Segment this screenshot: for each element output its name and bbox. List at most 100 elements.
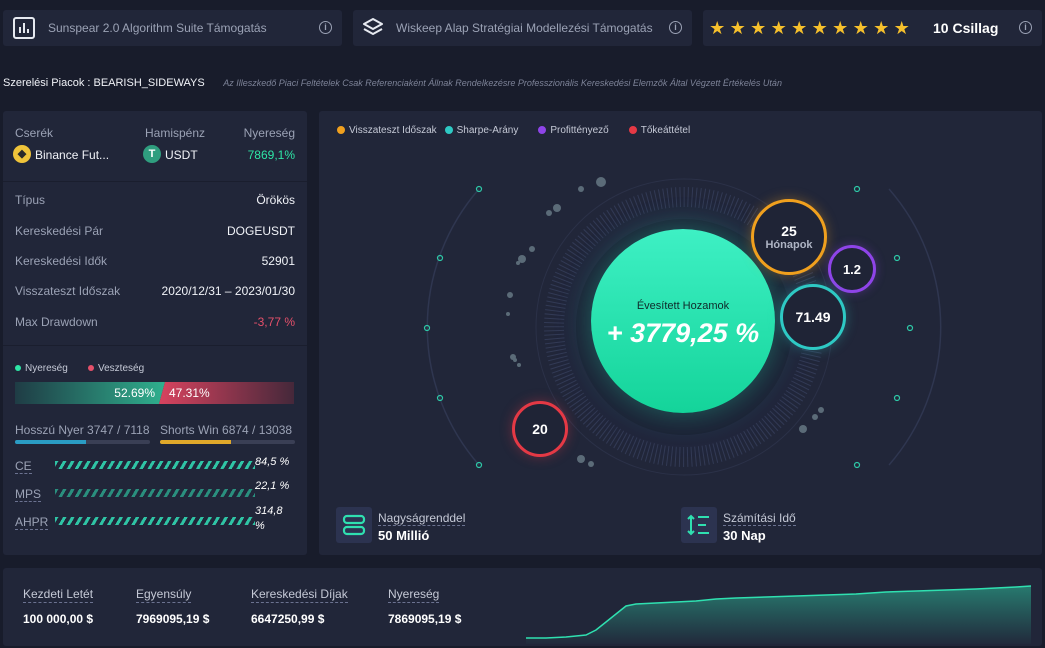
type-value: Örökös (256, 193, 295, 207)
base-currency-label: Hamispénz (145, 126, 206, 140)
star-icon: ★ (709, 18, 726, 38)
leverage-bubble[interactable]: 20 (512, 401, 568, 457)
trading-fees-value: 6647250,99 $ (251, 612, 325, 626)
sharpe-ratio-bubble[interactable]: 71.49 (780, 284, 846, 350)
star-icon: ★ (811, 18, 828, 38)
backtest-period-value: 2020/12/31 – 2023/01/30 (161, 284, 295, 298)
exchange-label: Cserék (15, 126, 54, 140)
info-icon[interactable]: i (319, 21, 332, 34)
legend-profit-factor: Profittényező (538, 125, 609, 136)
leverage-value: 20 (532, 421, 548, 437)
net-profit-value: 7869095,19 $ (388, 612, 462, 626)
equity-curve-sparkline (526, 585, 1032, 644)
trade-count-value: 52901 (261, 254, 295, 268)
base-currency-value: USDT (165, 148, 198, 162)
info-icon[interactable]: i (1019, 21, 1032, 34)
mps-label: MPS (15, 487, 42, 502)
annualized-return-title: Évesített Hozamok (636, 300, 730, 312)
legend-label: Visszateszt Időszak (349, 125, 437, 136)
bubble-legend: Visszateszt Időszak Sharpe-Arány Profitt… (337, 125, 690, 136)
win-percent: 52.69% (114, 386, 155, 400)
annualized-return-circle: Évesített Hozamok + 3779,25 % (591, 229, 775, 413)
market-banner: Szerelési Piacok : BEARISH_SIDEWAYS Az I… (3, 73, 1043, 89)
loss-legend-label: Veszteség (98, 363, 145, 374)
sharpe-ratio-value: 71.49 (795, 309, 831, 325)
loss-percent: 47.31% (169, 386, 210, 400)
trading-pair-label: Kereskedési Pár (15, 224, 104, 238)
chart-box-icon (13, 17, 35, 39)
profit-factor-bubble[interactable]: 1.2 (828, 245, 876, 293)
initial-deposit-value: 100 000,00 $ (23, 612, 94, 626)
star-icon: ★ (770, 18, 787, 38)
loss-segment: 47.31% (159, 382, 294, 404)
max-drawdown-value: -3,77 % (253, 315, 295, 329)
type-label: Típus (15, 193, 46, 207)
backtest-period-bubble[interactable]: 25 Hónapok (751, 199, 827, 275)
algorithm-suite-label: Sunspear 2.0 Algorithm Suite Támogatás (48, 21, 267, 35)
legend-backtest-period: Visszateszt Időszak (337, 125, 437, 136)
star-icon: ★ (893, 18, 910, 38)
performance-panel: Visszateszt Időszak Sharpe-Arány Profitt… (319, 111, 1042, 555)
ce-value: 84,5 % (255, 456, 290, 468)
strategy-model-label: Wiskeep Alap Stratégiai Modellezési Támo… (396, 21, 653, 35)
exchange-value: Binance Fut... (35, 148, 110, 162)
balance-label: Egyensúly (136, 587, 192, 603)
divider (3, 345, 307, 346)
star-icon: ★ (832, 18, 849, 38)
profit-value: 7869,1% (247, 148, 295, 162)
balance-value: 7969095,19 $ (136, 612, 210, 626)
star-icon: ★ (729, 18, 746, 38)
legend-label: Tőkeáttétel (640, 125, 691, 136)
short-win-label: Shorts Win 6874 / 13038 (160, 423, 293, 437)
star-icon: ★ (873, 18, 890, 38)
strategy-model-card[interactable]: Wiskeep Alap Stratégiai Modellezési Támo… (353, 10, 692, 46)
win-loss-bar: 52.69% 47.31% (15, 382, 294, 404)
calc-time-value: 30 Nap (723, 528, 766, 543)
legend-label: Sharpe-Arány (456, 125, 519, 136)
trading-fees-label: Kereskedési Díjak (251, 587, 348, 603)
long-win-bar (15, 440, 150, 444)
profit-factor-value: 1.2 (842, 261, 862, 277)
win-legend-label: Nyereség (25, 363, 68, 374)
divider (3, 181, 307, 182)
net-profit-label: Nyereség (388, 587, 440, 603)
rating-card[interactable]: ★ ★ ★ ★ ★ ★ ★ ★ ★ ★ 10 Csillag i (703, 10, 1042, 46)
algorithm-suite-card[interactable]: Sunspear 2.0 Algorithm Suite Támogatás i (3, 10, 342, 46)
trading-pair-value: DOGEUSDT (226, 224, 295, 238)
magnitude-label: Nagyságrenddel (378, 511, 466, 526)
balance-summary-panel: Kezdeti Letét 100 000,00 $ Egyensúly 796… (3, 568, 1042, 646)
mps-bar (55, 489, 255, 497)
ce-bar (55, 461, 255, 469)
long-win-label: Hosszú Nyer 3747 / 7118 (15, 423, 150, 437)
win-segment: 52.69% (15, 382, 165, 404)
info-icon[interactable]: i (669, 21, 682, 34)
mps-value: 22,1 % (255, 480, 290, 492)
max-drawdown-label: Max Drawdown (15, 315, 98, 329)
initial-deposit-label: Kezdeti Letét (23, 587, 94, 603)
star-icon: ★ (791, 18, 808, 38)
sort-icon (681, 507, 717, 543)
star-rating: ★ ★ ★ ★ ★ ★ ★ ★ ★ ★ (707, 18, 912, 39)
market-disclaimer: Az Illeszkedő Piaci Feltételek Csak Refe… (223, 78, 782, 88)
profit-label: Nyereség (243, 126, 295, 140)
backtest-period-label: Visszateszt Időszak (15, 284, 121, 298)
magnitude-value: 50 Millió (378, 528, 430, 543)
backtest-period-unit: Hónapok (765, 239, 813, 251)
binance-icon: ◆ (13, 145, 31, 163)
usdt-icon: T (143, 145, 161, 163)
calc-time-label: Számítási Idő (723, 511, 796, 526)
legend-leverage: Tőkeáttétel (628, 125, 691, 136)
loss-legend: Veszteség (88, 363, 144, 374)
win-legend: Nyereség (15, 363, 68, 374)
trade-count-label: Kereskedési Idők (15, 254, 108, 268)
ahpr-bar (55, 517, 255, 525)
ahpr-value: 314,8 % (255, 505, 283, 532)
strategy-details-panel: Cserék Hamispénz Nyereség ◆ Binance Fut.… (3, 111, 307, 555)
legend-sharpe: Sharpe-Arány (444, 125, 519, 136)
layers-icon (361, 16, 385, 45)
server-icon (336, 507, 372, 543)
market-condition: Szerelési Piacok : BEARISH_SIDEWAYS (3, 77, 205, 89)
ahpr-label: AHPR (15, 515, 49, 530)
rating-label: 10 Csillag (933, 20, 999, 36)
annualized-return-value: + 3779,25 % (606, 318, 760, 348)
